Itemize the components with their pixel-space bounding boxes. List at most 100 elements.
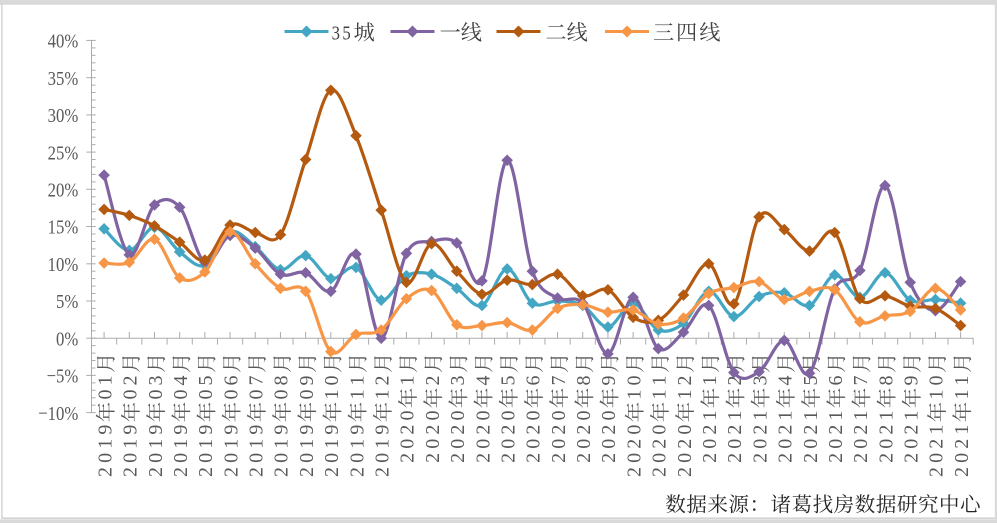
svg-text:1: 1 (926, 390, 948, 400)
svg-text:2: 2 (649, 467, 671, 477)
svg-text:0: 0 (623, 453, 645, 463)
svg-text:1: 1 (649, 375, 671, 385)
svg-text:0: 0 (926, 375, 948, 385)
svg-text:0: 0 (548, 439, 570, 449)
svg-text:2: 2 (951, 439, 973, 449)
svg-text:1: 1 (699, 375, 721, 385)
svg-text:0: 0 (321, 453, 343, 463)
svg-text:2: 2 (548, 453, 570, 463)
svg-text:1: 1 (246, 439, 268, 449)
svg-text:0: 0 (220, 390, 242, 400)
svg-text:2: 2 (623, 467, 645, 477)
svg-text:6: 6 (220, 375, 242, 385)
svg-text:2: 2 (472, 425, 494, 435)
svg-text:0: 0 (901, 439, 923, 449)
svg-text:0: 0 (598, 439, 620, 449)
svg-text:0: 0 (875, 439, 897, 449)
svg-text:0: 0 (246, 390, 268, 400)
svg-text:30%: 30% (48, 105, 79, 128)
svg-text:2: 2 (901, 453, 923, 463)
svg-text:2: 2 (145, 467, 167, 477)
svg-text:8: 8 (875, 375, 897, 385)
svg-text:0: 0 (699, 439, 721, 449)
svg-text:1: 1 (825, 411, 847, 421)
svg-text:5: 5 (497, 375, 519, 385)
svg-text:1: 1 (800, 411, 822, 421)
svg-text:0: 0 (220, 453, 242, 463)
svg-text:0: 0 (447, 439, 469, 449)
svg-text:2: 2 (372, 467, 394, 477)
svg-text:1: 1 (94, 439, 116, 449)
svg-text:7: 7 (850, 375, 872, 385)
svg-text:0: 0 (170, 390, 192, 400)
svg-text:2: 2 (397, 453, 419, 463)
svg-text:1: 1 (623, 390, 645, 400)
svg-text:2: 2 (749, 425, 771, 435)
svg-text:0: 0 (951, 453, 973, 463)
svg-text:2: 2 (775, 453, 797, 463)
svg-text:1: 1 (674, 390, 696, 400)
svg-text:1: 1 (120, 439, 142, 449)
svg-text:2: 2 (674, 439, 696, 449)
svg-text:1: 1 (145, 439, 167, 449)
svg-text:0: 0 (145, 453, 167, 463)
svg-text:2: 2 (372, 375, 394, 385)
svg-text:0: 0 (271, 453, 293, 463)
svg-text:2: 2 (850, 425, 872, 435)
svg-text:9: 9 (296, 425, 318, 435)
svg-text:0: 0 (246, 453, 268, 463)
svg-text:0: 0 (926, 453, 948, 463)
svg-text:0: 0 (397, 439, 419, 449)
svg-text:2: 2 (422, 453, 444, 463)
svg-text:0: 0 (548, 411, 570, 421)
svg-text:2: 2 (699, 453, 721, 463)
svg-text:0: 0 (94, 390, 116, 400)
svg-text:2: 2 (775, 425, 797, 435)
svg-text:1: 1 (926, 425, 948, 435)
svg-text:0: 0 (674, 425, 696, 435)
svg-text:9: 9 (145, 425, 167, 435)
svg-text:2: 2 (800, 425, 822, 435)
svg-text:1: 1 (951, 390, 973, 400)
svg-text:2: 2 (523, 453, 545, 463)
svg-text:2: 2 (422, 375, 444, 385)
svg-text:2: 2 (120, 467, 142, 477)
svg-text:9: 9 (246, 425, 268, 435)
svg-text:1: 1 (346, 375, 368, 385)
svg-text:2: 2 (497, 425, 519, 435)
svg-text:8: 8 (573, 375, 595, 385)
svg-text:2: 2 (649, 439, 671, 449)
svg-text:35%: 35% (48, 67, 79, 90)
svg-text:0: 0 (321, 375, 343, 385)
svg-text:1: 1 (397, 375, 419, 385)
svg-text:2: 2 (170, 467, 192, 477)
svg-text:1: 1 (724, 411, 746, 421)
svg-text:8: 8 (271, 375, 293, 385)
svg-text:2: 2 (573, 453, 595, 463)
svg-text:2: 2 (497, 453, 519, 463)
svg-text:1: 1 (850, 411, 872, 421)
svg-text:2: 2 (875, 425, 897, 435)
svg-text:−10%: −10% (38, 402, 78, 425)
svg-text:0: 0 (397, 411, 419, 421)
svg-text:2: 2 (800, 453, 822, 463)
svg-text:1: 1 (875, 411, 897, 421)
svg-text:1: 1 (346, 390, 368, 400)
svg-text:0: 0 (120, 390, 142, 400)
svg-text:2: 2 (699, 425, 721, 435)
svg-text:0: 0 (649, 425, 671, 435)
svg-text:1: 1 (296, 439, 318, 449)
svg-text:2: 2 (246, 467, 268, 477)
svg-text:9: 9 (220, 425, 242, 435)
svg-text:1: 1 (649, 390, 671, 400)
svg-text:2: 2 (447, 425, 469, 435)
svg-text:7: 7 (548, 375, 570, 385)
svg-text:2: 2 (724, 453, 746, 463)
svg-text:2: 2 (901, 425, 923, 435)
svg-text:2: 2 (850, 453, 872, 463)
svg-text:0: 0 (598, 411, 620, 421)
svg-text:2: 2 (447, 453, 469, 463)
svg-text:0: 0 (447, 411, 469, 421)
svg-text:2: 2 (573, 425, 595, 435)
svg-text:4: 4 (775, 375, 797, 385)
